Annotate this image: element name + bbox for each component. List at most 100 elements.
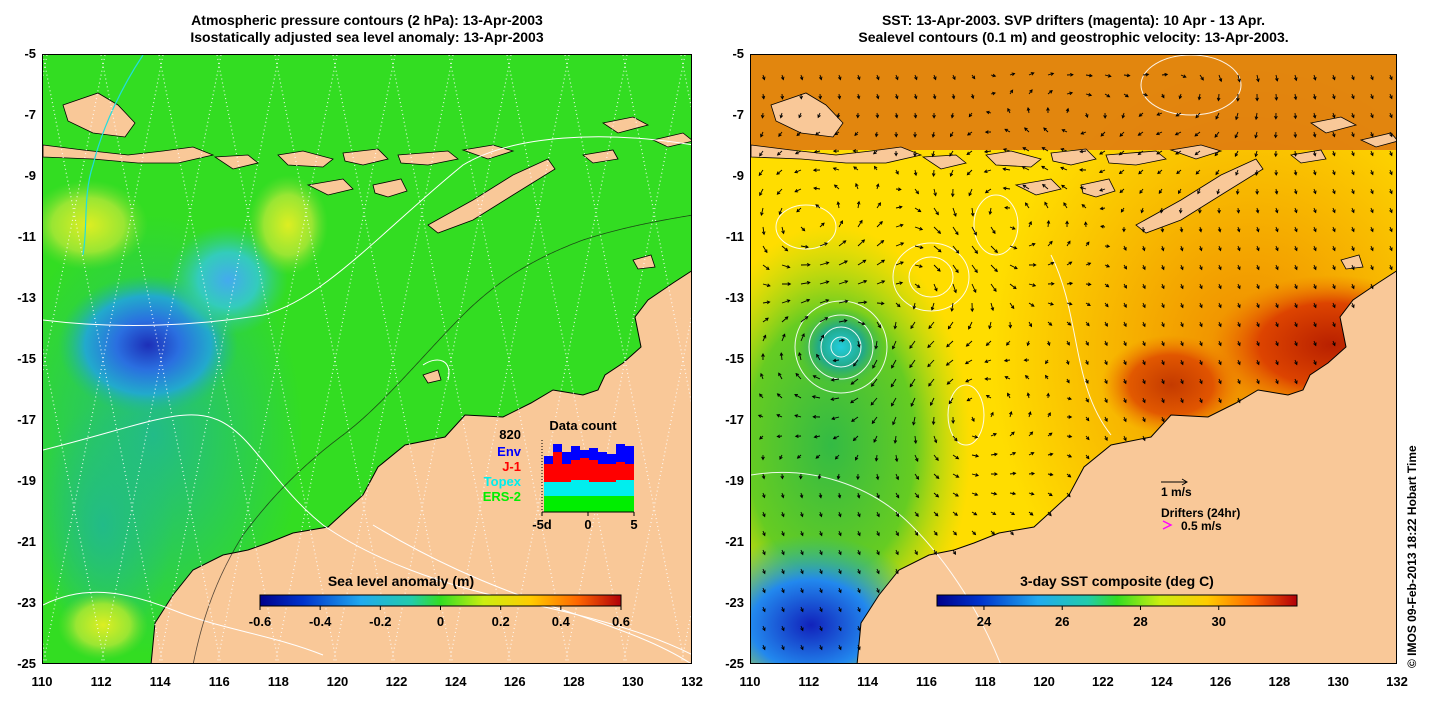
right-x-tick-label: 128 (1268, 674, 1291, 689)
velocity-arrow (1161, 359, 1165, 366)
velocity-arrow (1139, 188, 1144, 194)
data-count-bar (544, 456, 553, 464)
velocity-arrow (853, 359, 859, 367)
velocity-arrow (1254, 150, 1258, 158)
velocity-arrow (1312, 150, 1317, 157)
velocity-arrow (1028, 72, 1035, 76)
velocity-arrow (838, 338, 846, 343)
velocity-arrow (1007, 392, 1011, 399)
velocity-arrow (1255, 188, 1259, 195)
velocity-arrow (1180, 321, 1184, 328)
velocity-arrow (1199, 302, 1203, 309)
velocity-arrow (1061, 129, 1068, 133)
velocity-arrow (1313, 283, 1317, 290)
velocity-arrow (856, 200, 861, 209)
velocity-arrow (1256, 74, 1260, 83)
right-y-tick-label: -13 (725, 290, 744, 305)
velocity-arrow (1256, 321, 1260, 328)
right-title-line2: Sealevel contours (0.1 m) and geostrophi… (858, 29, 1289, 45)
velocity-arrow (800, 606, 804, 613)
velocity-arrow (913, 150, 917, 158)
velocity-arrow (1142, 378, 1146, 385)
velocity-arrow (1138, 112, 1144, 117)
velocity-arrow (1002, 167, 1011, 171)
velocity-arrow (1022, 184, 1030, 190)
data-count-bar (616, 480, 625, 496)
colorbar-tick-label: 28 (1133, 614, 1147, 629)
velocity-arrow (836, 473, 841, 480)
velocity-arrow (1256, 283, 1260, 290)
velocity-arrow (855, 182, 859, 190)
velocity-arrow (876, 568, 880, 575)
velocity-arrow (1081, 204, 1087, 209)
velocity-arrow (933, 74, 937, 81)
velocity-arrow (895, 492, 900, 499)
velocity-arrow (780, 93, 785, 100)
velocity-arrow (857, 530, 861, 537)
velocity-arrow (1389, 264, 1393, 271)
velocity-arrow (874, 131, 879, 138)
velocity-arrow (781, 299, 791, 304)
velocity-arrow (985, 340, 992, 347)
velocity-arrow (895, 74, 899, 81)
velocity-arrow (1217, 226, 1222, 233)
velocity-arrow (1174, 131, 1182, 136)
velocity-arrow (1008, 410, 1013, 418)
anomaly-low-west (43, 405, 173, 645)
velocity-arrow (914, 207, 922, 213)
velocity-arrow (1332, 207, 1336, 214)
colorbar-tick-label: 24 (977, 614, 992, 629)
velocity-arrow (800, 333, 805, 342)
velocity-arrow (1008, 321, 1013, 329)
velocity-arrow (913, 169, 918, 177)
velocity-arrow (857, 549, 861, 556)
velocity-arrow (1351, 112, 1355, 119)
velocity-arrow (1332, 169, 1336, 176)
velocity-arrow (1028, 242, 1036, 247)
velocity-arrow (1104, 378, 1108, 385)
velocity-arrow (778, 131, 783, 137)
velocity-arrow (1085, 302, 1091, 306)
velocity-arrow (794, 394, 802, 399)
right-y-tick-label: -21 (725, 534, 744, 549)
velocity-arrow (1236, 207, 1241, 214)
velocity-arrow (1047, 321, 1053, 326)
velocity-arrow (1199, 378, 1203, 385)
velocity-arrow (1275, 264, 1279, 271)
velocity-arrow (876, 530, 880, 537)
velocity-arrow (1080, 131, 1087, 135)
velocity-arrow (1351, 226, 1355, 233)
velocity-arrow (971, 283, 977, 294)
velocity-arrow (1137, 150, 1144, 156)
velocity-arrow (1389, 226, 1393, 233)
velocity-arrow (1275, 302, 1279, 309)
velocity-arrow (1351, 264, 1355, 271)
data-count-bar (562, 464, 571, 482)
velocity-arrow (760, 372, 764, 380)
velocity-arrow (1044, 201, 1049, 209)
velocity-arrow (1009, 283, 1017, 290)
velocity-arrow (800, 263, 811, 267)
velocity-arrow (819, 587, 823, 594)
velocity-arrow (1023, 358, 1030, 362)
velocity-arrow (776, 414, 783, 418)
velocity-arrow (875, 473, 880, 481)
velocity-arrow (1178, 188, 1182, 195)
pressure-contours (43, 136, 691, 663)
left-x-tick-label: 114 (149, 674, 171, 689)
velocity-arrow (794, 150, 802, 155)
velocity-arrow (1028, 491, 1035, 496)
velocity-arrow (933, 549, 937, 556)
velocity-arrow (1123, 264, 1128, 270)
velocity-arrow (1389, 169, 1393, 176)
velocity-arrow (1065, 359, 1070, 365)
data-count-bar (562, 496, 571, 512)
velocity-arrow (762, 264, 770, 271)
velocity-arrow (895, 568, 899, 575)
velocity-arrow (1294, 226, 1298, 233)
velocity-arrow (761, 226, 766, 236)
velocity-arrow (1061, 184, 1068, 190)
velocity-arrow (759, 188, 764, 197)
velocity-arrow (1028, 321, 1033, 328)
velocity-arrow (1085, 359, 1089, 366)
